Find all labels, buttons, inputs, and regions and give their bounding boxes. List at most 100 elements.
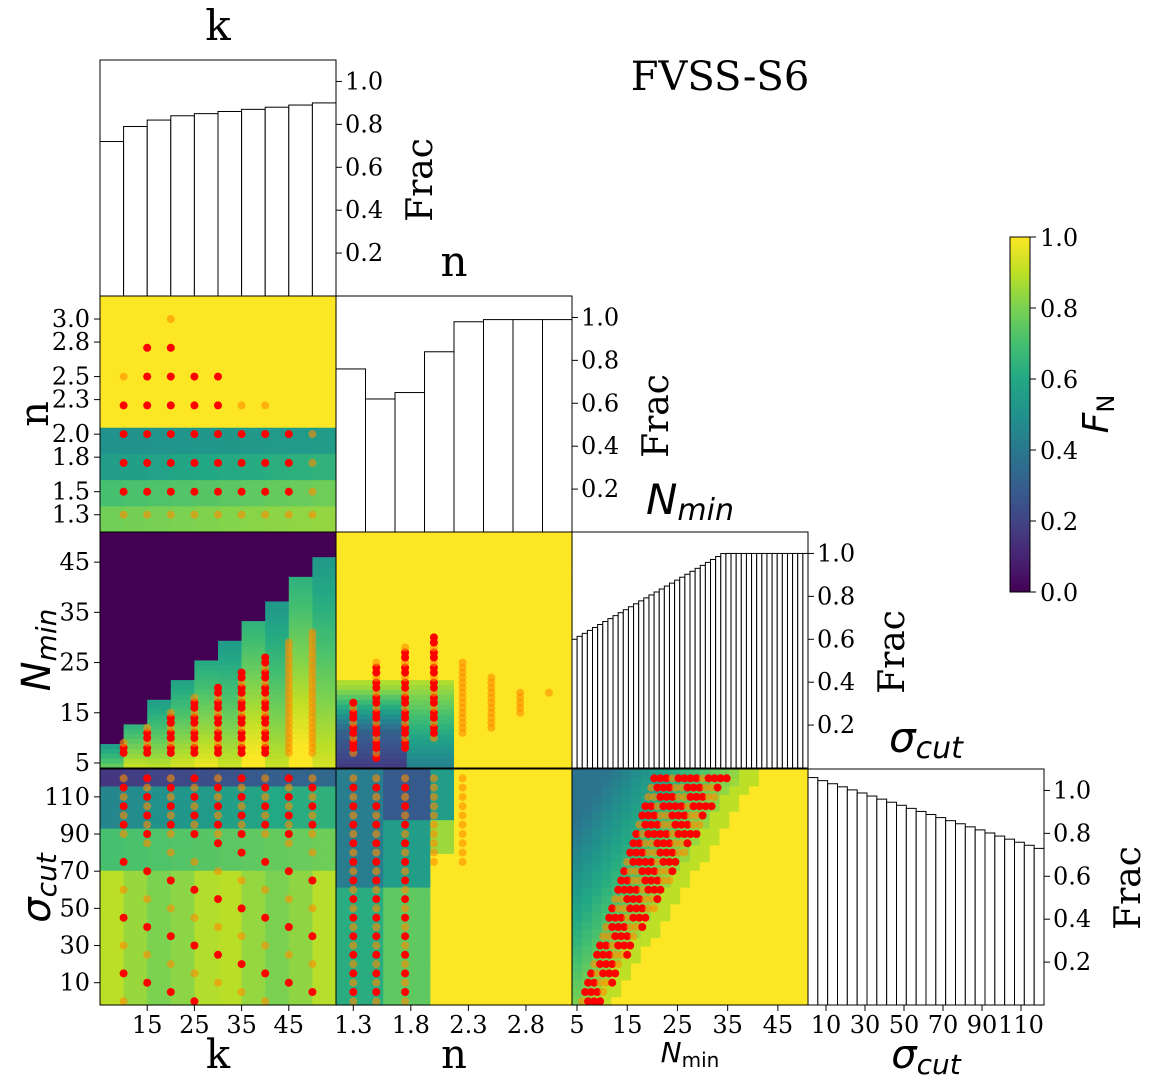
heat-cell [383,979,408,989]
heat-cell [572,811,583,821]
hist-bar [710,558,717,769]
heat-cell [288,713,313,720]
heat-cell [406,988,431,998]
heat-cell [123,630,148,636]
heat-cell [719,946,730,956]
heat-cell [524,536,549,543]
heat-cell [709,836,721,846]
heat-cell [288,929,313,939]
scatter-point [284,458,293,467]
heat-cell [194,728,219,735]
scatter-point [349,988,358,996]
heat-cell [241,844,266,854]
heat-cell [758,828,770,838]
heat-cell [406,718,431,725]
heat-cell [548,536,573,543]
heat-cell [194,541,219,548]
heat-cell [749,929,760,939]
heat-cell [729,836,740,846]
heat-cell [359,664,384,671]
scatter-point [665,783,674,792]
heat-cell [170,674,195,681]
scatter-point [644,830,653,838]
heat-cell [383,971,408,981]
heat-cell [288,971,313,981]
heat-cell [312,878,337,888]
heat-cell [406,576,431,582]
heat-cell [312,763,337,769]
heat-cell [501,878,526,888]
heat-cell [581,828,593,838]
heat-cell [336,753,361,759]
heat-cell [218,996,243,1006]
scatter-point [308,876,317,885]
heat-cell [312,645,337,651]
scatter-point [401,792,410,801]
scatter-point [599,932,608,941]
scatter-point [119,941,128,950]
scatter-point [119,372,128,381]
heat-cell [739,903,750,913]
heat-cell [383,777,408,787]
heat-cell [288,615,313,622]
heat-cell [359,679,384,686]
scatter-point [372,978,381,987]
heat-cell [359,763,384,769]
heat-cell [218,929,243,939]
heat-cell [548,566,573,572]
heat-cell [548,802,573,812]
hist-bar [1014,841,1025,1006]
heat-cell [123,971,148,981]
heat-cell [312,861,337,871]
heat-cell [477,536,502,543]
heat-cell [768,777,780,787]
heat-cell [690,929,701,939]
heat-cell [218,348,243,376]
scatter-point [372,839,381,848]
heat-cell [749,769,760,779]
scatter-point [716,774,725,783]
heat-cell [548,551,573,558]
heat-cell [719,794,730,804]
heat-cell [798,828,809,838]
heat-cell [265,954,290,964]
heat-cell [406,954,431,964]
heat-cell [288,576,313,582]
heat-cell [406,709,431,715]
heat-cell [383,635,408,641]
heat-cell [265,674,290,681]
heat-cell [170,427,195,454]
heat-cell [548,937,573,947]
heat-cell [218,615,243,622]
heat-cell [709,937,721,947]
heat-cell [336,679,361,686]
heat-cell [454,571,479,577]
scatter-point [458,830,467,838]
scatter-point [707,783,716,792]
heat-cell [477,802,502,812]
heat-cell [359,853,384,863]
heat-cell [194,659,219,666]
scatter-point [214,510,222,519]
heat-cell [147,738,172,745]
heat-cell [170,836,195,846]
heat-cell [241,920,266,930]
scatter-point [237,830,246,838]
heat-cell [100,645,125,651]
scatter-point [308,932,317,941]
heat-cell [548,828,573,838]
heat-cell [406,912,431,922]
heat-cell [524,620,549,627]
heat-cell [719,836,730,846]
heat-cell [336,669,361,676]
heat-cell [288,878,313,888]
heat-cell [548,689,573,695]
heat-cell [100,605,125,612]
heat-cell [709,887,721,897]
hist-ytick-label: 0.6 [345,153,383,181]
heat-cell [572,946,583,956]
scatter-point [545,688,553,697]
heat-cell [241,962,266,972]
heat-cell [100,709,125,715]
heat-cell [477,625,502,631]
